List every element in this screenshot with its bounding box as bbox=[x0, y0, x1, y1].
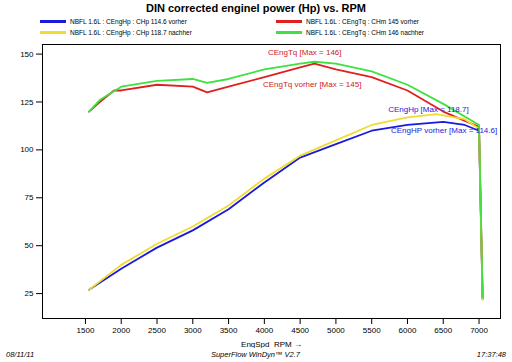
svg-text:7000: 7000 bbox=[470, 326, 488, 335]
html-text:08/11/11: 08/11/11 bbox=[6, 350, 35, 359]
html-text:17:37:48: 17:37:48 bbox=[476, 350, 506, 359]
svg-text:125: 125 bbox=[20, 98, 34, 107]
svg-text:CEngHp [Max = 118.7]: CEngHp [Max = 118.7] bbox=[388, 105, 469, 114]
html-text:NBFL 1.6L : CEngHp : CHp 114.6: NBFL 1.6L : CEngHp : CHp 114.6 vorher bbox=[70, 17, 187, 25]
svg-text:150: 150 bbox=[20, 50, 34, 59]
svg-text:4500: 4500 bbox=[291, 326, 309, 335]
svg-text:CEngHP vorher [Max = 114.6]: CEngHP vorher [Max = 114.6] bbox=[391, 126, 497, 135]
svg-text:5000: 5000 bbox=[327, 326, 345, 335]
svg-text:4000: 4000 bbox=[255, 326, 273, 335]
html-text:NBFL 1.6L : CEngHp : CHp 118.7: NBFL 1.6L : CEngHp : CHp 118.7 nachher bbox=[70, 28, 192, 36]
svg-text:50: 50 bbox=[25, 241, 34, 250]
svg-text:2500: 2500 bbox=[148, 326, 166, 335]
svg-text:CEngTq vorher [Max = 145]: CEngTq vorher [Max = 145] bbox=[263, 80, 362, 89]
svg-text:3500: 3500 bbox=[220, 326, 238, 335]
html-text:NBFL 1.6L : CEngTq : CHm 146 n: NBFL 1.6L : CEngTq : CHm 146 nachher bbox=[306, 28, 424, 36]
svg-text:2000: 2000 bbox=[112, 326, 130, 335]
svg-text:3000: 3000 bbox=[184, 326, 202, 335]
svg-text:75: 75 bbox=[25, 193, 34, 202]
svg-text:6500: 6500 bbox=[434, 326, 452, 335]
svg-text:CEngTq [Max = 146]: CEngTq [Max = 146] bbox=[268, 48, 342, 57]
html-text:SuperFlow WinDyn™ V2.7: SuperFlow WinDyn™ V2.7 bbox=[210, 350, 300, 359]
svg-text:100: 100 bbox=[20, 145, 34, 154]
svg-text:5500: 5500 bbox=[363, 326, 381, 335]
svg-text:EngSpd RPM →: EngSpd RPM → bbox=[241, 340, 302, 349]
svg-text:25: 25 bbox=[25, 289, 34, 298]
html-text:DIN corrected enginel power (H: DIN corrected enginel power (Hp) vs. RPM bbox=[146, 2, 366, 14]
svg-text:6000: 6000 bbox=[399, 326, 417, 335]
html-text:NBFL 1.6L : CEngTq : CHm 145 v: NBFL 1.6L : CEngTq : CHm 145 vorher bbox=[306, 17, 419, 25]
svg-text:1500: 1500 bbox=[77, 326, 95, 335]
